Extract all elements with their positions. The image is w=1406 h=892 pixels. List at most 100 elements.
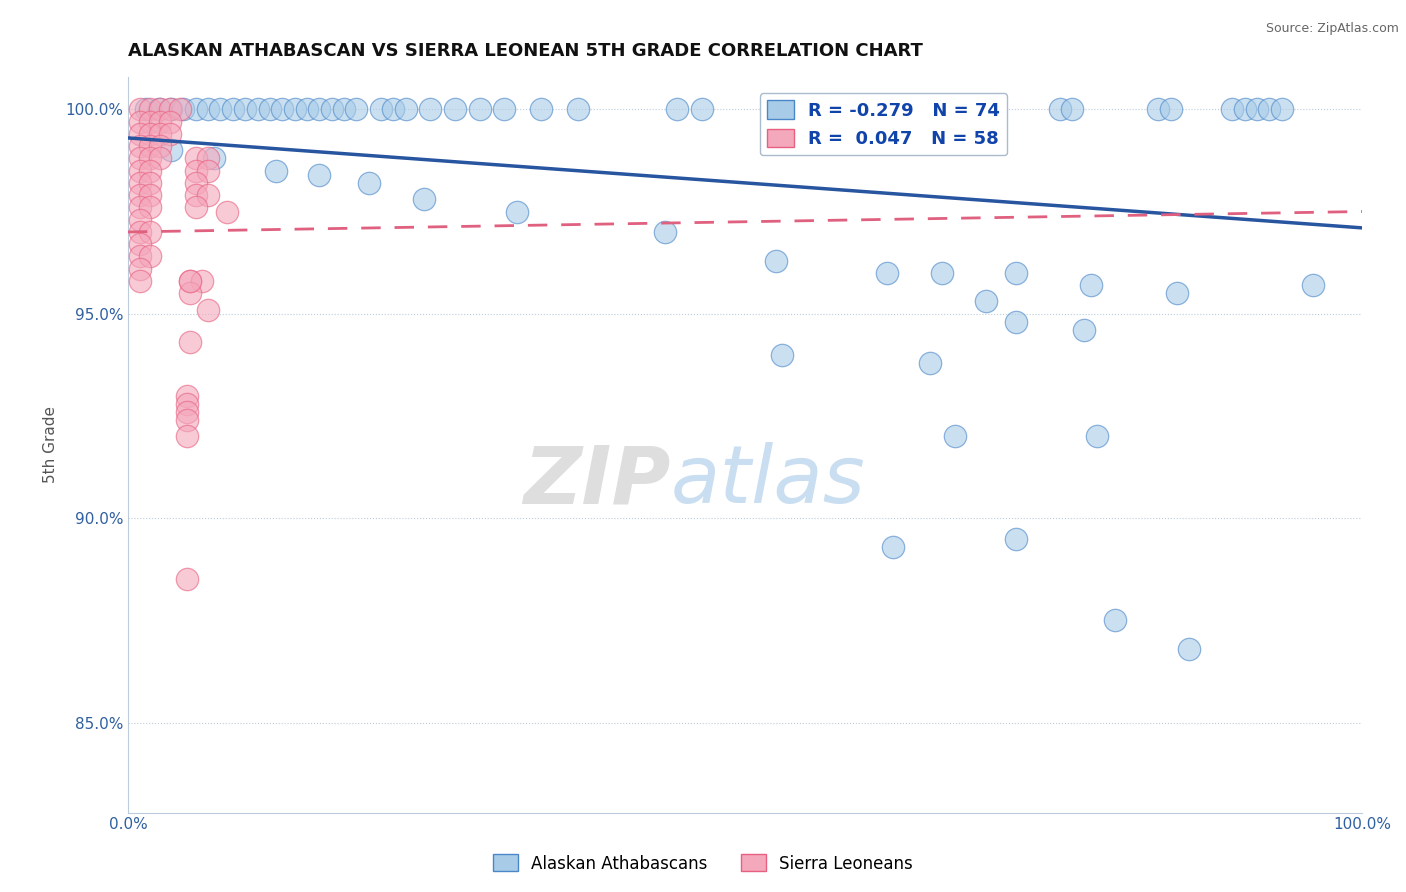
Point — [139, 176, 162, 190]
Point — [129, 188, 152, 202]
Point — [246, 103, 269, 117]
Point — [1073, 323, 1095, 337]
Point — [191, 274, 214, 288]
Point — [357, 176, 380, 190]
Point — [1246, 103, 1268, 117]
Point — [690, 103, 713, 117]
Point — [184, 163, 207, 178]
Point — [505, 204, 527, 219]
Point — [295, 103, 318, 117]
Point — [184, 152, 207, 166]
Point — [176, 405, 198, 419]
Point — [139, 188, 162, 202]
Point — [197, 152, 219, 166]
Point — [135, 103, 157, 117]
Point — [1147, 103, 1170, 117]
Point — [172, 103, 194, 117]
Point — [778, 103, 800, 117]
Point — [139, 127, 162, 141]
Point — [567, 103, 589, 117]
Point — [149, 127, 172, 141]
Point — [129, 250, 152, 264]
Point — [1166, 286, 1188, 301]
Point — [184, 103, 207, 117]
Point — [176, 397, 198, 411]
Point — [962, 103, 984, 117]
Point — [129, 201, 152, 215]
Point — [149, 152, 172, 166]
Point — [129, 237, 152, 252]
Point — [139, 225, 162, 239]
Point — [264, 163, 287, 178]
Text: ALASKAN ATHABASCAN VS SIERRA LEONEAN 5TH GRADE CORRELATION CHART: ALASKAN ATHABASCAN VS SIERRA LEONEAN 5TH… — [128, 42, 922, 60]
Point — [789, 103, 811, 117]
Point — [148, 103, 170, 117]
Point — [1302, 278, 1324, 293]
Point — [654, 225, 676, 239]
Point — [160, 143, 183, 157]
Point — [1005, 266, 1028, 280]
Point — [184, 188, 207, 202]
Point — [159, 103, 181, 117]
Point — [149, 114, 172, 128]
Point — [197, 103, 219, 117]
Point — [419, 103, 441, 117]
Point — [931, 266, 953, 280]
Point — [179, 274, 201, 288]
Legend: Alaskan Athabascans, Sierra Leoneans: Alaskan Athabascans, Sierra Leoneans — [486, 847, 920, 880]
Point — [259, 103, 281, 117]
Point — [283, 103, 305, 117]
Point — [139, 152, 162, 166]
Point — [139, 114, 162, 128]
Point — [765, 253, 787, 268]
Point — [943, 429, 966, 443]
Point — [271, 103, 294, 117]
Point — [129, 127, 152, 141]
Point — [176, 573, 198, 587]
Point — [179, 335, 201, 350]
Point — [139, 250, 162, 264]
Point — [233, 103, 256, 117]
Point — [176, 429, 198, 443]
Point — [1049, 103, 1071, 117]
Point — [139, 201, 162, 215]
Point — [197, 302, 219, 317]
Point — [413, 192, 436, 206]
Point — [814, 103, 837, 117]
Point — [129, 103, 152, 117]
Point — [882, 540, 904, 554]
Point — [333, 103, 356, 117]
Point — [876, 266, 898, 280]
Point — [1271, 103, 1294, 117]
Point — [1085, 429, 1108, 443]
Point — [197, 188, 219, 202]
Point — [139, 163, 162, 178]
Point — [444, 103, 467, 117]
Point — [920, 356, 942, 370]
Point — [215, 204, 238, 219]
Point — [129, 139, 152, 153]
Point — [308, 168, 330, 182]
Point — [1005, 315, 1028, 329]
Point — [949, 103, 972, 117]
Point — [176, 413, 198, 427]
Legend: R = -0.279   N = 74, R =  0.047   N = 58: R = -0.279 N = 74, R = 0.047 N = 58 — [759, 93, 1008, 155]
Y-axis label: 5th Grade: 5th Grade — [44, 406, 58, 483]
Point — [179, 286, 201, 301]
Point — [382, 103, 405, 117]
Point — [394, 103, 416, 117]
Point — [129, 176, 152, 190]
Point — [159, 127, 181, 141]
Point — [169, 103, 191, 117]
Point — [530, 103, 553, 117]
Point — [129, 114, 152, 128]
Point — [876, 103, 898, 117]
Point — [159, 114, 181, 128]
Point — [179, 274, 201, 288]
Point — [197, 163, 219, 178]
Point — [160, 103, 183, 117]
Point — [308, 103, 330, 117]
Point — [1160, 103, 1182, 117]
Point — [129, 261, 152, 276]
Point — [184, 176, 207, 190]
